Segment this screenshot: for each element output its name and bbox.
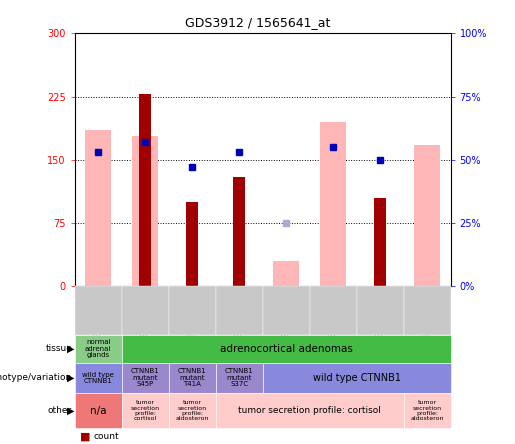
Bar xyxy=(139,94,151,286)
Bar xyxy=(374,198,386,286)
Text: wild type
CTNNB1: wild type CTNNB1 xyxy=(82,372,114,384)
Text: tumor
secretion
profile:
aldosteron: tumor secretion profile: aldosteron xyxy=(176,400,209,421)
Text: tissue: tissue xyxy=(45,345,72,353)
Text: tumor
secretion
profile:
aldosteron: tumor secretion profile: aldosteron xyxy=(410,400,444,421)
Text: CTNNB1
mutant
S37C: CTNNB1 mutant S37C xyxy=(225,369,253,387)
Text: other: other xyxy=(48,406,72,415)
Text: GDS3912 / 1565641_at: GDS3912 / 1565641_at xyxy=(185,16,330,28)
Text: tumor secretion profile: cortisol: tumor secretion profile: cortisol xyxy=(238,406,381,415)
Bar xyxy=(320,122,346,286)
Text: wild type CTNNB1: wild type CTNNB1 xyxy=(313,373,401,383)
Text: normal
adrenal
glands: normal adrenal glands xyxy=(85,340,111,358)
Text: count: count xyxy=(94,432,119,441)
Text: tumor
secretion
profile:
cortisol: tumor secretion profile: cortisol xyxy=(131,400,160,421)
Bar xyxy=(273,261,299,286)
Text: CTNNB1
mutant
S45P: CTNNB1 mutant S45P xyxy=(131,369,160,387)
Text: ▶: ▶ xyxy=(66,344,74,354)
Text: genotype/variation: genotype/variation xyxy=(0,373,72,382)
Text: adrenocortical adenomas: adrenocortical adenomas xyxy=(220,344,353,354)
Bar xyxy=(414,145,440,286)
Bar xyxy=(85,131,111,286)
Text: n/a: n/a xyxy=(90,406,107,416)
Bar xyxy=(186,202,198,286)
Text: CTNNB1
mutant
T41A: CTNNB1 mutant T41A xyxy=(178,369,207,387)
Bar xyxy=(233,177,245,286)
Bar xyxy=(132,136,158,286)
Text: ■: ■ xyxy=(80,432,90,442)
Text: ▶: ▶ xyxy=(66,373,74,383)
Text: ▶: ▶ xyxy=(66,406,74,416)
